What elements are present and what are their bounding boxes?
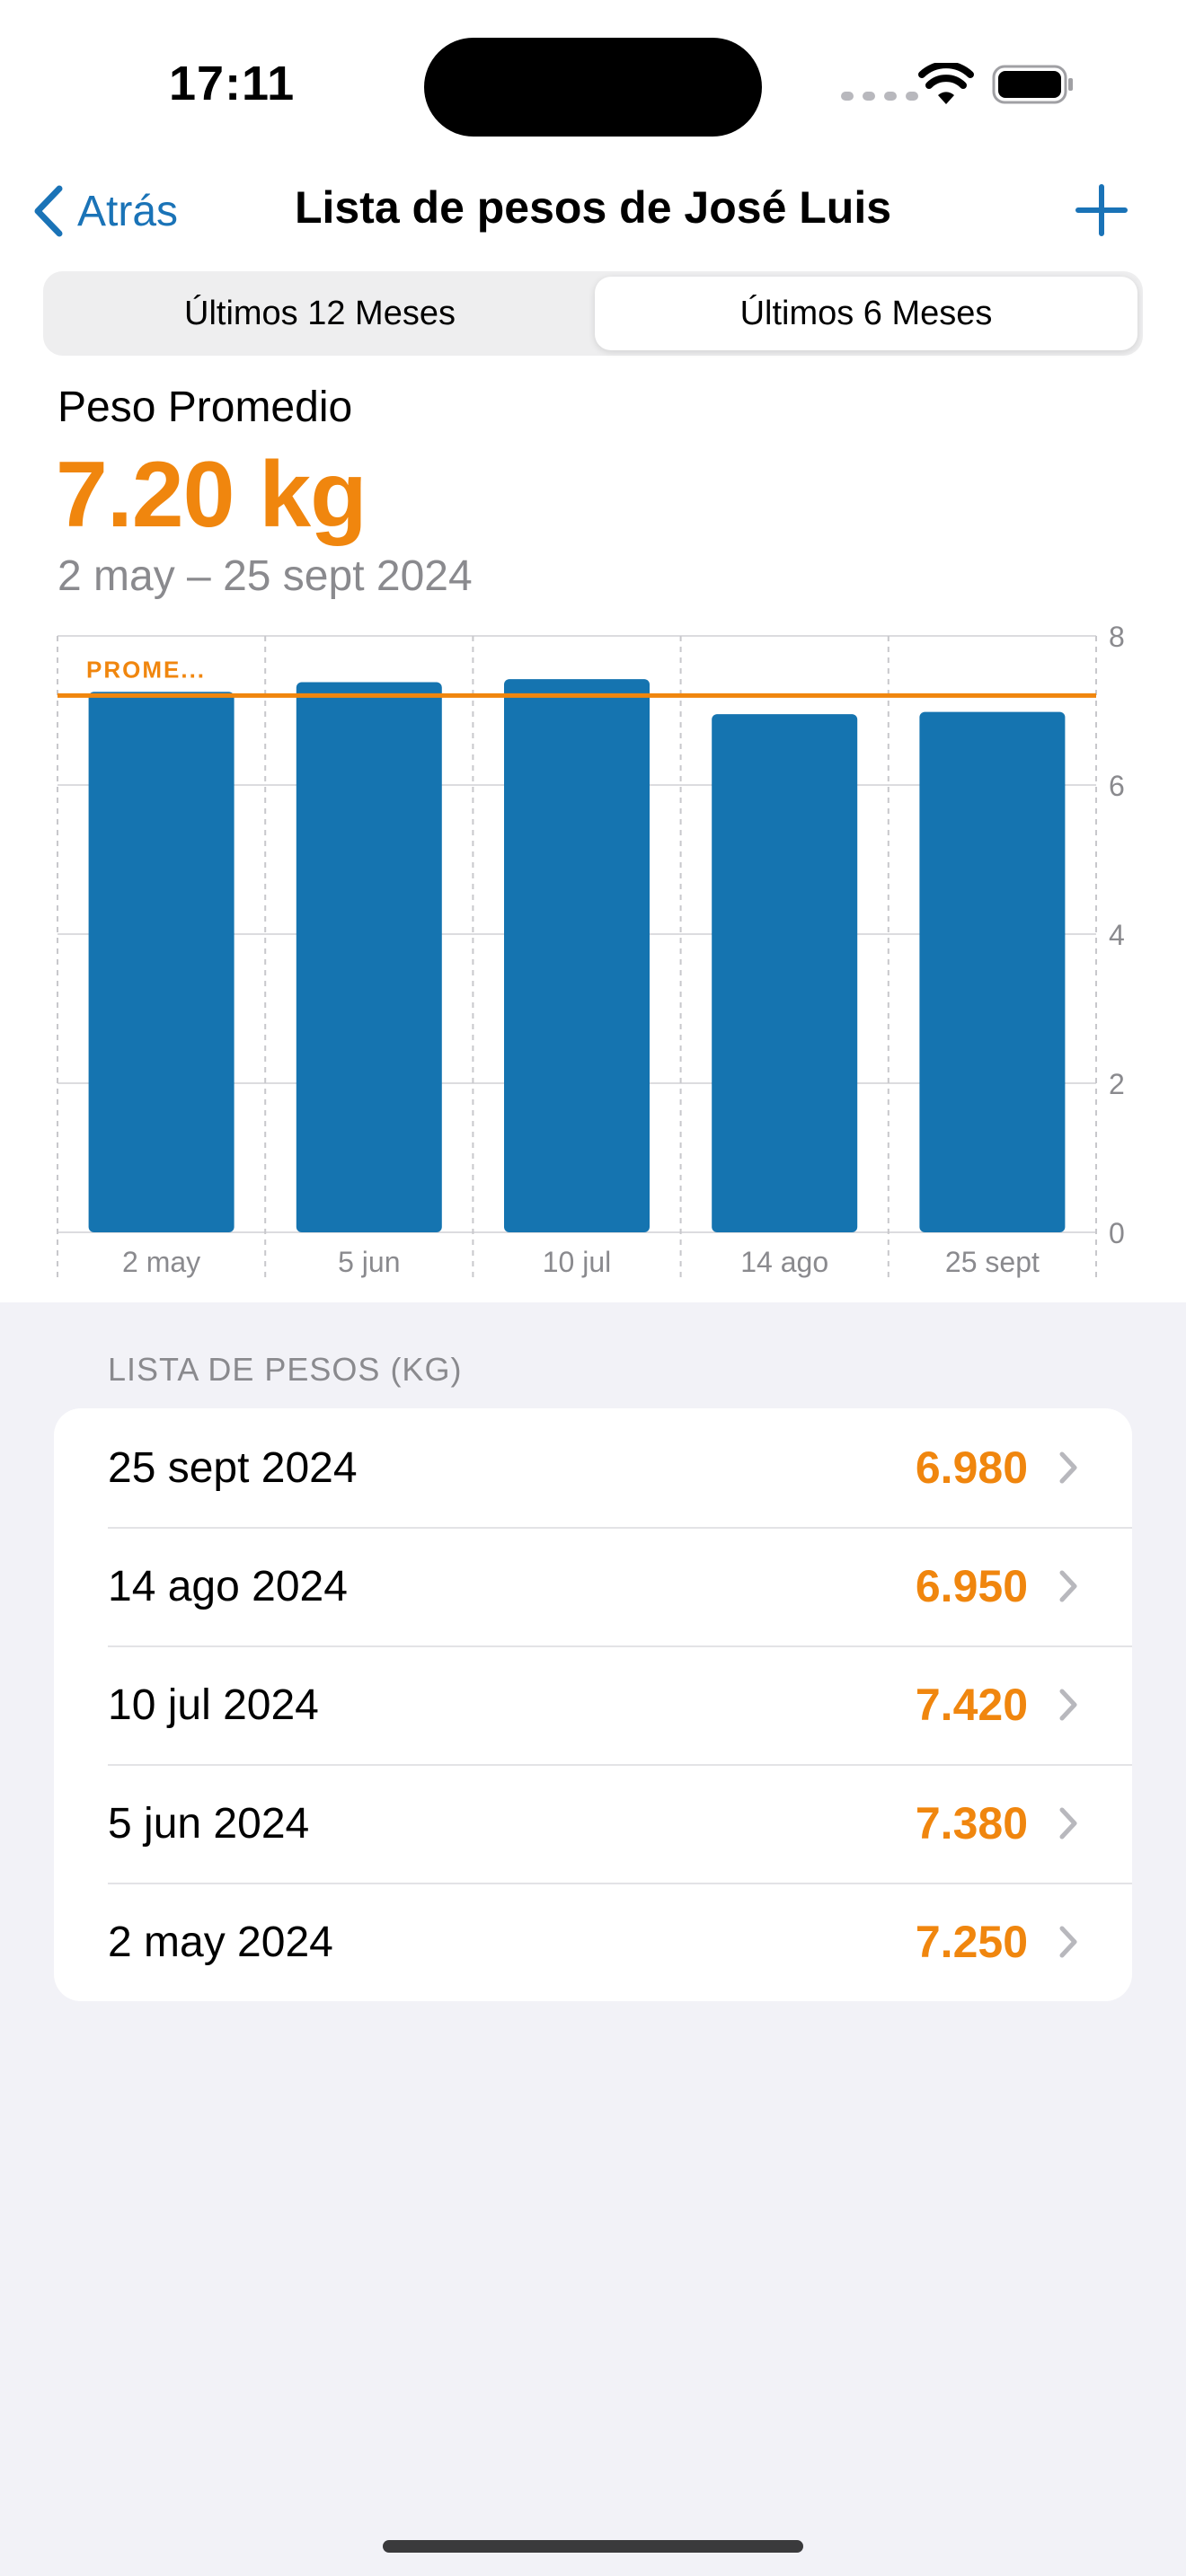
cellular-signal-icon [841, 92, 918, 101]
chevron-right-icon [1059, 1570, 1077, 1602]
chevron-right-icon [1059, 1451, 1077, 1484]
back-label: Atrás [77, 187, 179, 235]
y-tick-label: 6 [1109, 770, 1125, 802]
row-date: 2 may 2024 [108, 1918, 333, 1966]
x-tick-label: 5 jun [338, 1246, 400, 1278]
bar-10-jul [504, 679, 650, 1232]
chevron-right-icon [1059, 1807, 1077, 1839]
list-item[interactable]: 10 jul 2024 7.420 [54, 1645, 1132, 1764]
row-date: 25 sept 2024 [108, 1443, 358, 1492]
list-item[interactable]: 25 sept 2024 6.980 [54, 1408, 1132, 1527]
date-range: 2 may – 25 sept 2024 [58, 552, 473, 600]
segment-12-months[interactable]: Últimos 12 Meses [184, 294, 456, 332]
row-date: 5 jun 2024 [108, 1799, 310, 1848]
chevron-right-icon [1059, 1926, 1077, 1958]
bar-2-may [88, 692, 235, 1232]
average-value: 7.20 kg [56, 443, 367, 547]
bar-25-sept [919, 711, 1066, 1232]
battery-icon [992, 65, 1073, 104]
row-weight-value: 6.950 [915, 1561, 1028, 1611]
chevron-left-icon [34, 185, 63, 237]
x-tick-label: 14 ago [740, 1246, 828, 1278]
wifi-icon [918, 63, 974, 104]
y-tick-label: 8 [1109, 621, 1125, 653]
list-item[interactable]: 5 jun 2024 7.380 [54, 1764, 1132, 1883]
back-button[interactable]: Atrás [32, 180, 178, 243]
bar-5-jun [296, 682, 442, 1232]
row-weight-value: 7.420 [915, 1680, 1028, 1730]
add-button[interactable] [1075, 183, 1128, 237]
list-header: LISTA DE PESOS (KG) [108, 1351, 463, 1388]
list-item[interactable]: 14 ago 2024 6.950 [54, 1527, 1132, 1645]
y-tick-label: 4 [1109, 919, 1125, 951]
status-time: 17:11 [169, 57, 296, 110]
weights-list: 25 sept 2024 6.980 14 ago 2024 6.950 10 jul … [54, 1408, 1132, 2001]
chevron-right-icon [1059, 1689, 1077, 1721]
row-weight-value: 6.980 [915, 1442, 1028, 1493]
x-tick-label: 10 jul [543, 1246, 612, 1278]
list-item[interactable]: 2 may 2024 7.250 [54, 1883, 1132, 2001]
segment-6-months[interactable]: Últimos 6 Meses [595, 277, 1137, 350]
x-tick-label: 25 sept [945, 1246, 1040, 1278]
home-indicator[interactable] [383, 2540, 803, 2553]
y-tick-label: 2 [1109, 1068, 1125, 1100]
weight-bar-chart[interactable]: 0 2 4 6 8 2 may 5 jun 10 jul 14 ago 25 sept PROME.… [0, 611, 1186, 1293]
row-weight-value: 7.380 [915, 1798, 1028, 1848]
bar-14-ago [712, 714, 858, 1232]
y-tick-label: 0 [1109, 1217, 1125, 1249]
row-weight-value: 7.250 [915, 1917, 1028, 1967]
row-date: 10 jul 2024 [108, 1681, 319, 1729]
period-segmented-control: Últimos 12 Meses Últimos 6 Meses [43, 271, 1143, 356]
average-line-label: PROME... [86, 656, 206, 683]
dynamic-island [424, 38, 762, 137]
x-tick-label: 2 may [122, 1246, 200, 1278]
average-label: Peso Promedio [58, 384, 353, 431]
row-date: 14 ago 2024 [108, 1562, 348, 1610]
